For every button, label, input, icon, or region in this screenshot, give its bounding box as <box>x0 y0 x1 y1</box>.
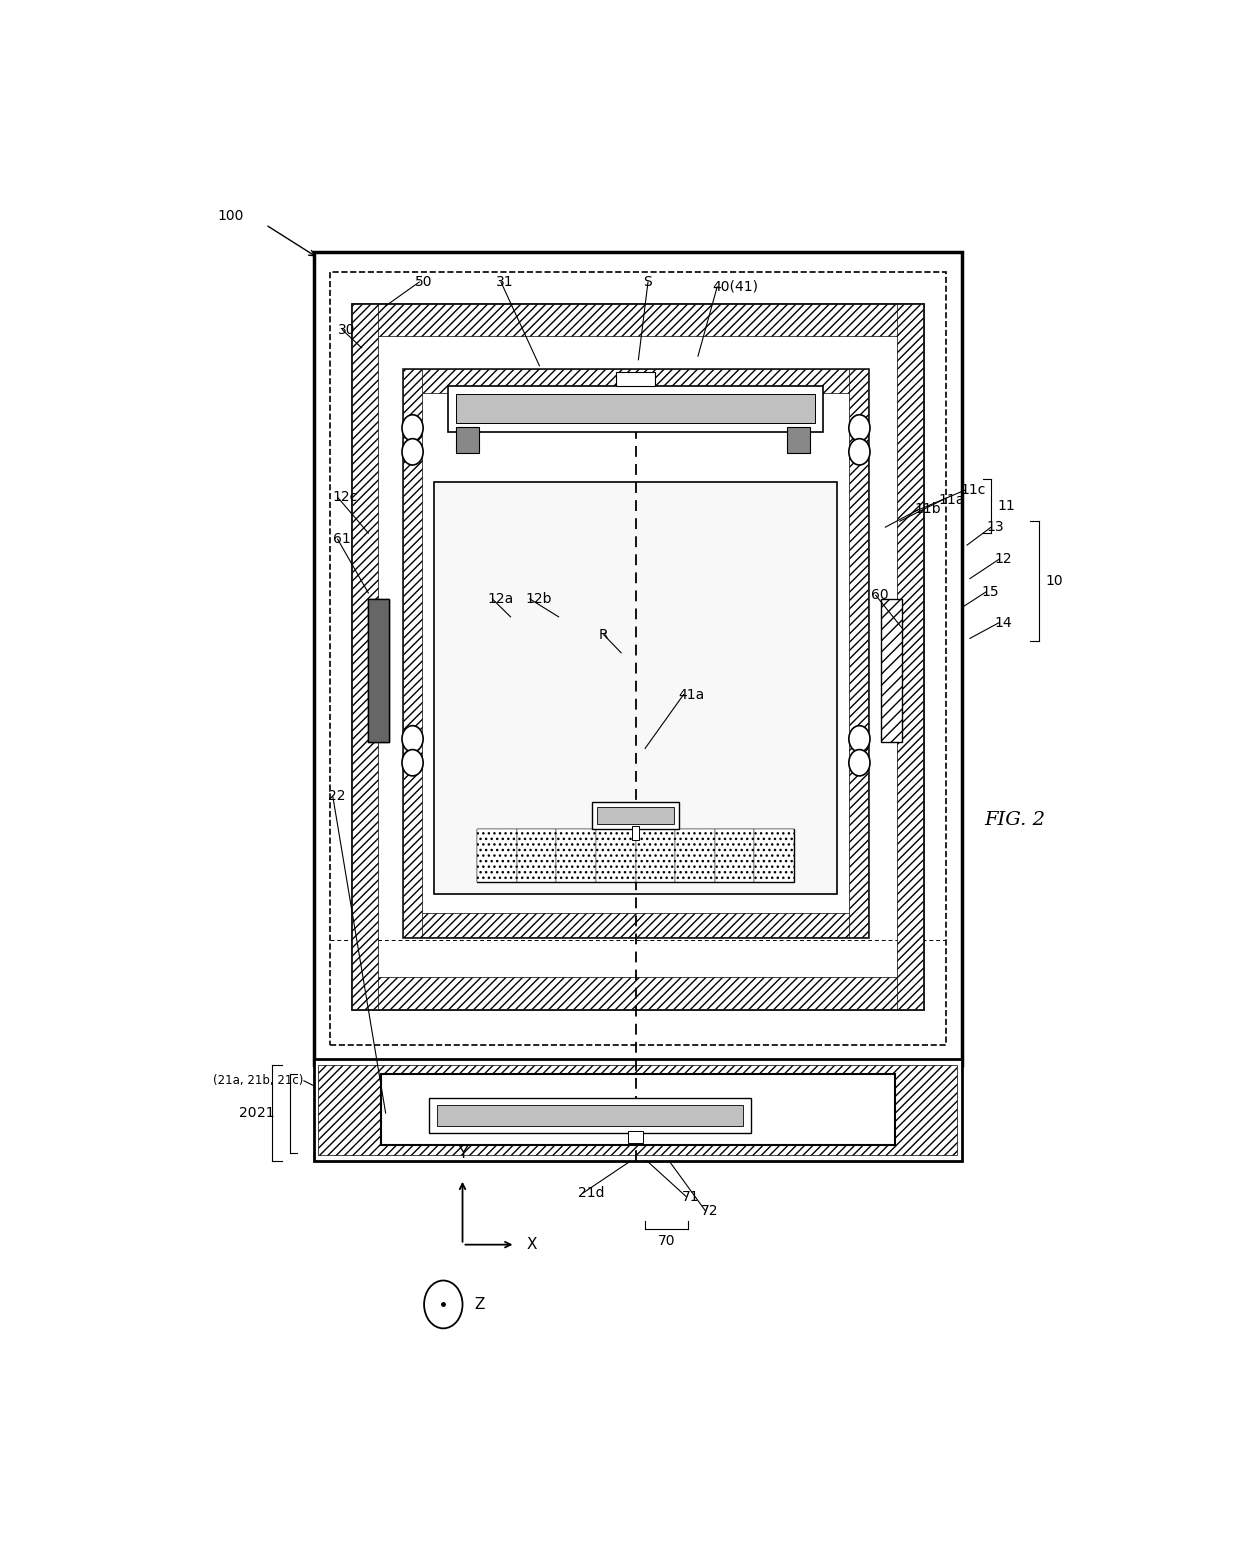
Text: Y: Y <box>458 1146 467 1162</box>
Bar <box>596 828 635 882</box>
Bar <box>631 826 640 840</box>
Bar <box>368 599 389 742</box>
Bar <box>319 1065 957 1155</box>
Text: 11b: 11b <box>914 502 941 516</box>
Text: 71: 71 <box>682 1190 699 1204</box>
Bar <box>616 371 655 387</box>
Text: 20: 20 <box>239 1106 257 1120</box>
Bar <box>456 394 815 422</box>
Bar <box>714 828 754 882</box>
Bar <box>429 1098 750 1134</box>
Text: R: R <box>599 627 609 641</box>
Circle shape <box>849 750 870 776</box>
Bar <box>635 828 675 882</box>
Bar <box>593 803 678 828</box>
Text: 11: 11 <box>998 499 1016 512</box>
Bar <box>477 828 794 882</box>
Text: 40(41): 40(41) <box>712 280 759 294</box>
Bar <box>787 427 811 453</box>
Text: 11a: 11a <box>939 492 965 506</box>
Text: 100: 100 <box>217 210 244 224</box>
Bar <box>456 427 479 453</box>
Circle shape <box>424 1281 463 1328</box>
Circle shape <box>402 750 423 776</box>
Text: 61: 61 <box>332 533 351 547</box>
Text: S: S <box>644 275 652 289</box>
Circle shape <box>402 415 423 441</box>
Text: 12: 12 <box>994 553 1012 567</box>
Bar <box>448 387 823 432</box>
Bar <box>434 481 837 895</box>
Circle shape <box>402 438 423 464</box>
Text: FIG. 2: FIG. 2 <box>985 811 1045 829</box>
Bar <box>517 828 557 882</box>
Circle shape <box>849 415 870 441</box>
Text: 31: 31 <box>496 275 513 289</box>
Bar <box>403 370 868 393</box>
Circle shape <box>402 725 423 752</box>
Text: 50: 50 <box>414 275 432 289</box>
Text: 12a: 12a <box>487 592 513 606</box>
Bar <box>754 828 794 882</box>
Text: 12c: 12c <box>332 491 358 505</box>
Bar <box>897 303 923 1009</box>
Bar <box>403 913 868 938</box>
Bar <box>352 977 923 1009</box>
Text: 21d: 21d <box>578 1186 604 1200</box>
Text: 22: 22 <box>327 789 346 803</box>
Bar <box>314 1059 962 1162</box>
Bar <box>627 1131 644 1143</box>
Circle shape <box>849 725 870 752</box>
Text: 15: 15 <box>982 585 999 599</box>
Text: 60: 60 <box>870 589 889 603</box>
Bar <box>675 828 714 882</box>
Text: 13: 13 <box>986 520 1004 534</box>
Text: 72: 72 <box>701 1204 718 1218</box>
Text: 10: 10 <box>1045 575 1064 589</box>
Bar <box>352 303 378 1009</box>
Text: 30: 30 <box>337 323 355 337</box>
Text: 41a: 41a <box>678 688 706 702</box>
Bar <box>368 599 389 742</box>
Bar <box>849 370 868 938</box>
Circle shape <box>849 438 870 464</box>
Text: (21a, 21b, 21c): (21a, 21b, 21c) <box>213 1075 303 1087</box>
Text: Z: Z <box>474 1297 485 1312</box>
Text: 12b: 12b <box>525 592 552 606</box>
Bar <box>330 272 946 1045</box>
Bar <box>880 599 901 742</box>
Text: 11c: 11c <box>960 483 986 497</box>
Bar <box>352 303 923 1009</box>
Bar <box>352 303 923 335</box>
Text: 70: 70 <box>657 1235 675 1249</box>
Bar <box>314 252 962 1065</box>
Bar <box>403 370 868 938</box>
Bar <box>403 370 422 938</box>
Bar <box>477 828 517 882</box>
Bar <box>381 1073 895 1146</box>
Bar <box>436 1104 743 1126</box>
Text: X: X <box>527 1238 537 1252</box>
Text: 14: 14 <box>994 617 1012 631</box>
Bar <box>557 828 596 882</box>
Bar <box>596 808 675 823</box>
Text: 21: 21 <box>258 1106 275 1120</box>
